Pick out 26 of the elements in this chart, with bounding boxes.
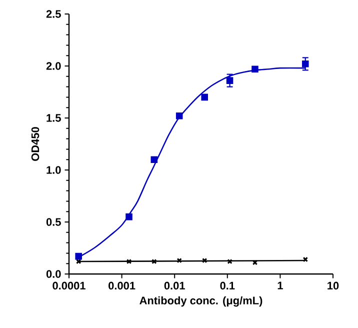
- y-tick-label: 2.0: [46, 62, 61, 70]
- y-tick-label: 2.5: [46, 10, 61, 18]
- x-tick-label: 10: [328, 282, 339, 290]
- y-tick-label: 0.0: [46, 270, 61, 278]
- x-tick-label: 0.001: [108, 282, 136, 290]
- x-axis-title: Antibody conc. (μg/mL): [140, 296, 262, 307]
- point: [176, 112, 183, 120]
- point: [201, 94, 208, 101]
- point: [227, 258, 232, 264]
- y-tick-label: 1.5: [46, 114, 61, 122]
- point: [176, 258, 182, 264]
- point: [126, 258, 132, 264]
- point: [152, 258, 157, 264]
- x-tick-label: 0.01: [164, 282, 185, 290]
- y-tick-label: 1.0: [46, 166, 61, 174]
- point: [226, 77, 234, 84]
- point: [202, 258, 208, 264]
- x-tick-label: 1: [278, 282, 283, 290]
- x-tick-label: 0.1: [220, 282, 235, 290]
- x-tick-label: 0.0001: [52, 282, 86, 290]
- point: [150, 156, 158, 163]
- point: [252, 66, 258, 73]
- y-axis-title: OD450: [31, 127, 40, 161]
- point: [252, 260, 258, 266]
- y-tick-label: 0.5: [46, 218, 61, 226]
- point: [126, 213, 132, 220]
